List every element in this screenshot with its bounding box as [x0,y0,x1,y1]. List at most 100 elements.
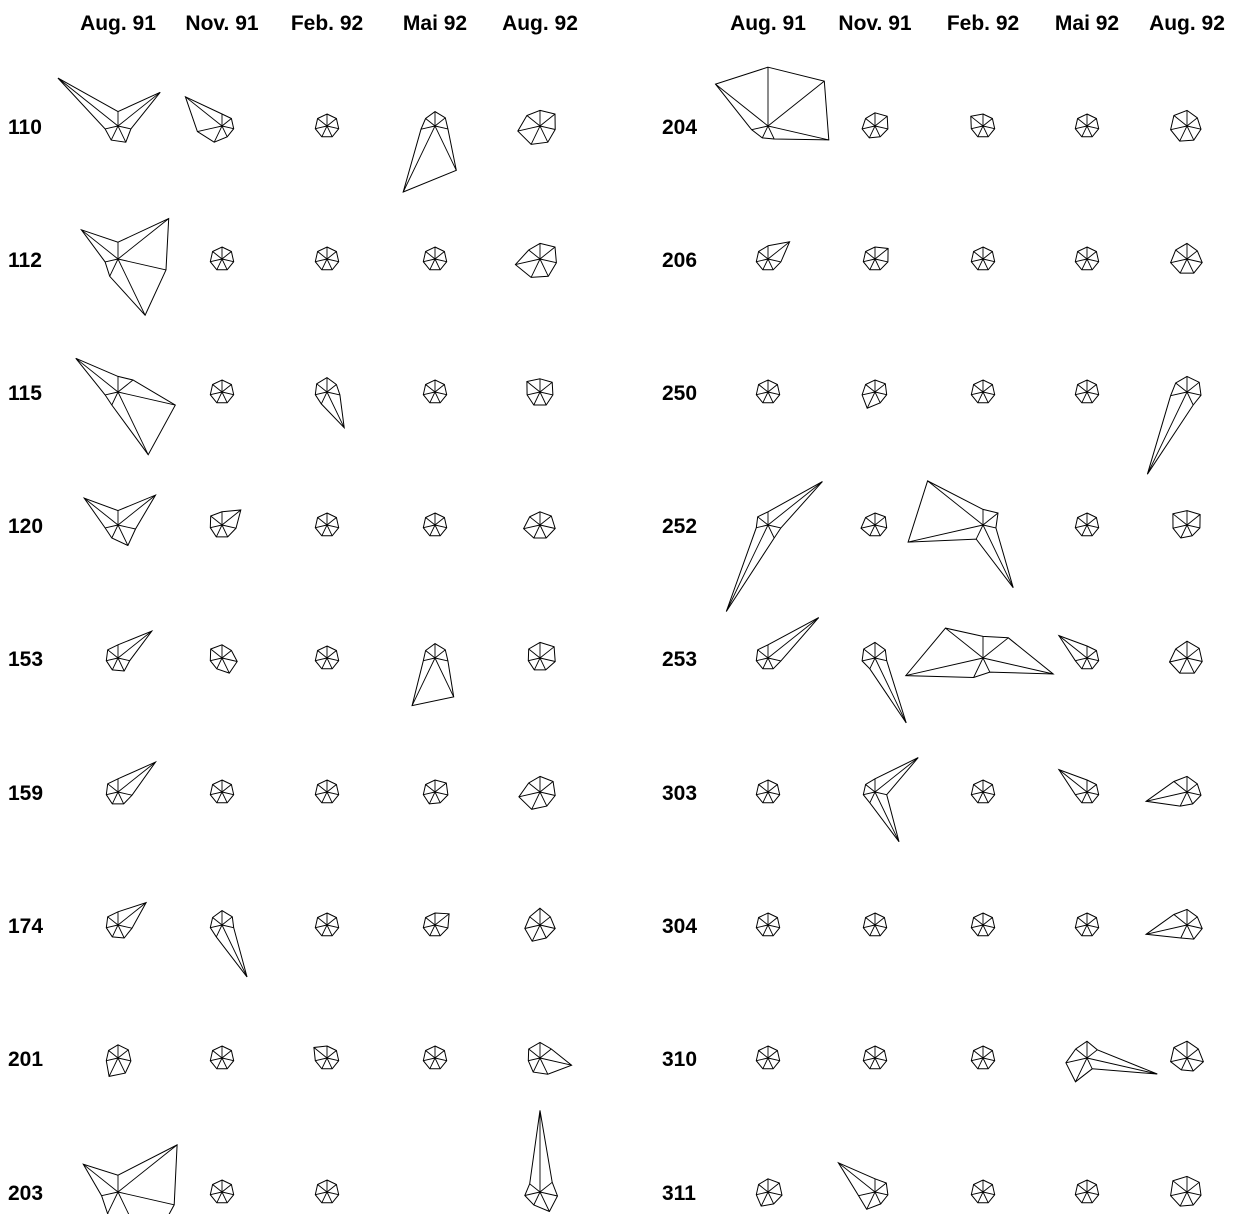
star-spoke [326,118,337,127]
star-spoke [402,125,436,193]
star-spoke [213,125,223,143]
star-spoke [411,657,436,706]
star-spoke [767,924,774,936]
star-spoke [434,258,441,270]
star-spoke [1186,381,1200,393]
star-glyph [209,779,235,804]
star-spoke [1077,917,1088,926]
row-label: 112 [8,249,42,272]
star-outline [184,95,235,143]
star-outline [714,66,830,141]
star-spoke [117,1191,130,1214]
star-spoke [1179,1191,1188,1207]
star-spoke [1146,791,1188,802]
row-label: 252 [662,515,697,538]
star-spoke [221,1057,234,1062]
star-spoke [317,251,328,260]
star-spoke [317,784,328,793]
star-glyph [209,509,242,538]
star-spoke [539,524,547,539]
star-spoke [210,648,223,659]
star-spoke [539,246,556,260]
star-spoke [210,391,223,396]
star-outline [422,779,449,805]
star-glyph [105,1044,132,1077]
star-glyph [314,512,340,537]
star-spoke [108,1050,119,1059]
star-spoke [326,125,333,137]
star-glyph [970,912,996,937]
star-spoke [221,1191,228,1203]
star-spoke [1086,791,1093,803]
star-spoke [1180,524,1188,539]
star-spoke [1186,125,1195,141]
star-spoke [533,1191,541,1206]
star-spoke [321,125,328,137]
star-spoke [434,517,445,526]
star-spoke [109,258,119,277]
star-spoke [434,924,441,936]
star-spoke [866,1191,876,1210]
star-spoke [863,258,876,263]
star-spoke [767,391,780,396]
star-spoke [539,258,549,277]
star-spoke [756,657,769,662]
star-spoke [862,657,876,662]
star-glyph [402,110,457,193]
star-glyph [1170,242,1203,274]
star-glyph [75,357,176,456]
star-spoke [523,524,541,530]
star-spoke [869,657,876,669]
star-spoke [117,630,153,659]
star-spoke [539,657,556,662]
star-spoke [315,791,328,796]
left-panel: Aug. 91 Nov. 91 Feb. 92 Mai 92 Aug. 92 110 112… [8,12,578,1214]
star-spoke [539,781,554,793]
star-spoke [210,524,223,529]
star-spoke [1086,125,1093,137]
star-spoke [715,83,769,127]
star-glyph [1168,640,1203,674]
star-spoke [860,524,876,529]
star-outline [80,217,170,317]
star-spoke [117,391,149,455]
star-spoke [982,391,989,403]
star-spoke [434,524,441,536]
star-spoke [517,125,541,132]
star-outline [861,641,907,724]
star-spoke [874,248,889,260]
star-spoke [111,391,119,406]
star-spoke [973,251,984,260]
star-spoke [528,782,541,793]
star-spoke [1086,657,1093,669]
star-outline [314,512,340,537]
star-glyph [209,1179,235,1204]
star-spoke [321,524,328,536]
star-outline [82,494,157,547]
star-spoke [1086,517,1097,526]
row-label: 206 [662,249,697,272]
star-spoke [1186,791,1202,796]
star-outline [314,1179,340,1204]
star-spoke [977,258,984,270]
star-spoke [117,791,125,805]
star-spoke [973,1050,984,1059]
star-spoke [117,258,167,271]
star-spoke [874,1057,881,1069]
star-spoke [1186,258,1203,263]
star-spoke [539,391,553,396]
star-outline [422,246,448,271]
star-spoke [434,657,455,698]
star-glyph [1065,1040,1158,1083]
row-label: 303 [662,782,697,805]
star-spoke [529,916,541,926]
star-spoke [757,516,769,526]
star-outline [313,1045,340,1070]
star-glyph [862,246,889,271]
star-spoke [874,258,881,270]
star-spoke [221,251,232,260]
column-label: Aug. 91 [80,12,156,35]
star-spoke [425,384,436,393]
star-glyph [1074,379,1100,404]
star-spoke [326,1050,337,1059]
